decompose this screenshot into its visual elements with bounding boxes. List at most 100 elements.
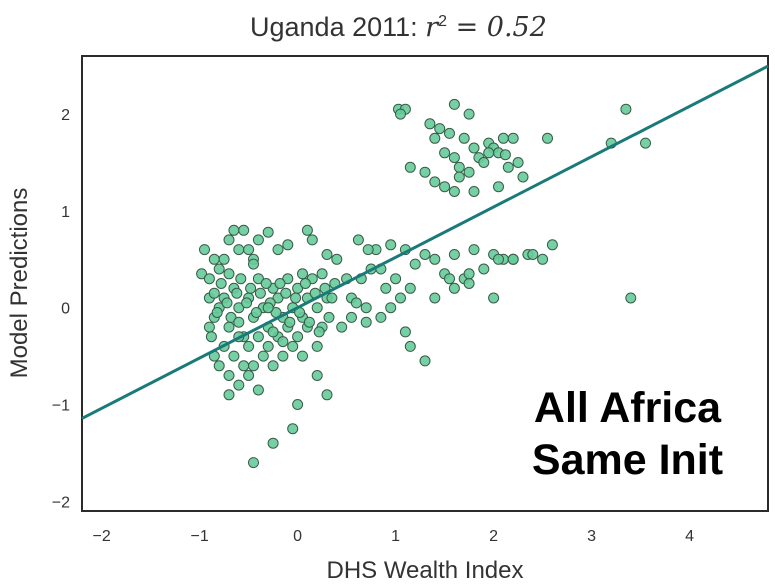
data-point: [280, 287, 292, 299]
data-point: [478, 263, 490, 275]
data-point: [241, 297, 253, 309]
data-point: [326, 292, 338, 304]
data-point: [282, 239, 294, 251]
y-tick-labels: −2 −1 0 1 2: [52, 107, 70, 511]
data-point: [512, 157, 524, 168]
y-tick-label: 2: [61, 107, 70, 124]
data-point: [233, 316, 245, 328]
data-point: [429, 292, 441, 304]
data-point: [205, 331, 217, 343]
data-point: [380, 282, 392, 294]
x-tick-label: 1: [391, 528, 400, 545]
data-point: [223, 389, 235, 401]
data-point: [360, 302, 372, 314]
data-point: [248, 258, 259, 270]
data-point: [453, 161, 465, 173]
data-point: [213, 360, 225, 372]
data-point: [213, 263, 225, 275]
data-point: [483, 147, 495, 159]
x-tick-labels: −2 −1 0 1 2 3 4: [92, 528, 694, 545]
data-point: [260, 278, 272, 289]
data-point: [301, 224, 313, 236]
data-point: [262, 226, 274, 238]
data-point: [235, 273, 247, 285]
data-point: [478, 157, 490, 168]
data-point: [228, 350, 240, 362]
data-point: [252, 331, 264, 343]
data-point: [292, 331, 304, 343]
data-point: [311, 370, 323, 381]
data-point: [223, 268, 235, 280]
data-point: [297, 350, 308, 362]
data-point: [448, 282, 460, 294]
y-tick-label: −2: [52, 494, 70, 511]
x-tick-label: 3: [587, 528, 596, 545]
data-point: [292, 399, 304, 410]
data-point: [218, 253, 230, 265]
plot-area: [81, 55, 769, 512]
data-point: [243, 370, 255, 381]
data-point: [233, 244, 245, 256]
title-text: Uganda 2011:: [250, 12, 426, 42]
data-point: [502, 161, 514, 173]
data-point: [262, 302, 274, 314]
data-point: [267, 437, 279, 449]
data-point: [362, 244, 374, 256]
data-point: [277, 350, 289, 362]
data-point: [313, 326, 325, 338]
y-axis-label: Model Predictions: [6, 188, 33, 379]
data-point: [272, 292, 284, 304]
data-point: [215, 278, 227, 289]
data-point: [507, 132, 519, 144]
data-point: [223, 321, 235, 333]
data-point: [625, 292, 637, 304]
data-point: [419, 249, 431, 260]
data-point: [404, 340, 416, 352]
data-point: [267, 326, 279, 338]
data-point: [331, 253, 343, 265]
data-point: [463, 268, 475, 280]
data-point: [448, 249, 460, 260]
data-point: [248, 457, 259, 469]
data-point: [542, 132, 553, 144]
data-point: [221, 297, 233, 309]
data-point: [448, 186, 460, 197]
data-point: [208, 287, 220, 299]
data-point: [360, 316, 372, 328]
data-point: [463, 108, 475, 120]
data-point: [493, 253, 504, 265]
title-math-exp: 2: [438, 13, 447, 30]
x-tick-label: 4: [685, 528, 694, 545]
data-point: [223, 370, 235, 381]
data-point: [375, 311, 387, 323]
data-point: [297, 268, 308, 280]
data-point: [252, 234, 264, 246]
data-point: [346, 311, 357, 323]
data-point: [211, 307, 223, 318]
data-point: [243, 244, 255, 256]
data-point: [439, 147, 451, 159]
data-point: [419, 166, 431, 178]
data-point: [303, 316, 315, 328]
data-point: [537, 253, 549, 265]
data-point: [507, 253, 519, 265]
data-point: [223, 234, 235, 246]
data-point: [434, 123, 446, 135]
data-point: [321, 389, 333, 401]
annotation-line-2: Same Init: [531, 436, 724, 484]
data-point: [290, 292, 302, 304]
data-point: [287, 340, 299, 352]
x-axis-label: DHS Wealth Index: [327, 557, 524, 584]
data-point: [252, 273, 264, 285]
annotation-text: All Africa Same Init: [495, 382, 760, 486]
data-point: [228, 224, 240, 236]
data-point: [385, 302, 397, 314]
title-math-var: r: [425, 12, 439, 43]
y-tick-label: 1: [61, 204, 70, 221]
x-tick-label: −2: [92, 528, 110, 545]
data-point: [488, 292, 500, 304]
data-point: [282, 273, 294, 285]
data-point: [238, 360, 250, 372]
data-point: [311, 340, 323, 352]
data-point: [385, 239, 397, 251]
